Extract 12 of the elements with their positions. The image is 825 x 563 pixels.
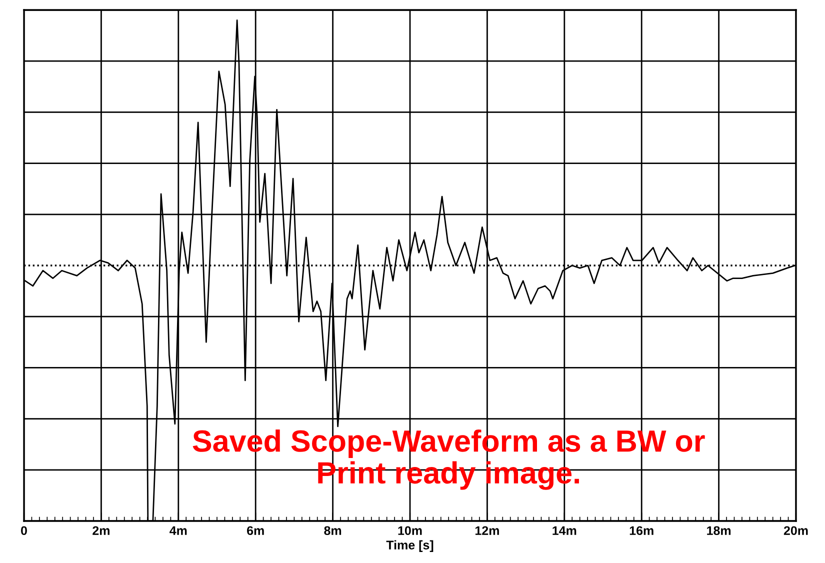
x-tick-label: 6m <box>247 526 264 536</box>
x-tick-label: 16m <box>630 526 654 536</box>
x-tick-label: 8m <box>324 526 342 536</box>
x-tick-label: 14m <box>552 526 576 535</box>
x-tick-label: 18m <box>707 526 731 536</box>
x-axis-title: Time [s] <box>386 540 434 552</box>
x-tick-label: 0 <box>21 526 27 536</box>
x-tick-label: 20m <box>784 526 808 536</box>
x-tick-label: 12m <box>475 526 499 535</box>
x-tick-label: 2m <box>92 526 110 535</box>
x-tick-label: 10m <box>398 526 422 536</box>
x-tick-label: 4m <box>170 526 187 535</box>
